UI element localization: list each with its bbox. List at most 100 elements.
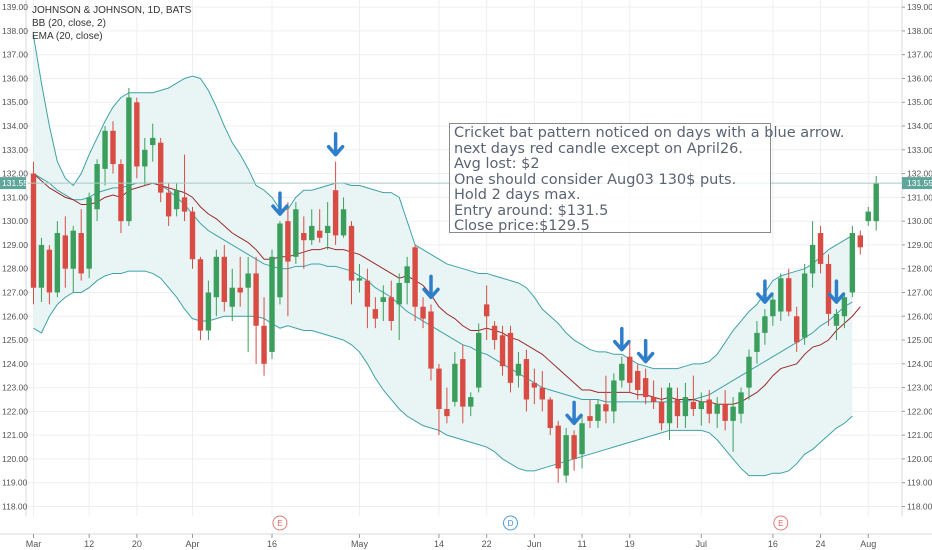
arrow-head xyxy=(271,204,289,216)
x-tick-label: Jun xyxy=(527,539,542,549)
candle xyxy=(253,256,259,364)
note-line: next days red candle except on April26. xyxy=(454,140,744,157)
y-tick-label: 118.00 xyxy=(907,501,932,511)
candle-body xyxy=(722,404,728,421)
y-tick-label: 120.00 xyxy=(907,454,932,464)
candle xyxy=(555,420,561,483)
x-tick-label: May xyxy=(351,539,369,549)
x-tick-label: 14 xyxy=(434,539,444,549)
candle xyxy=(78,209,84,281)
candle xyxy=(865,206,871,226)
candle-body xyxy=(428,311,434,369)
candle-body xyxy=(340,209,347,236)
y-tick-label: 121.00 xyxy=(2,430,28,440)
candle xyxy=(181,154,188,222)
symbol-title[interactable]: JOHNSON & JOHNSON, 1D, BATS xyxy=(32,5,192,16)
y-tick-label: 137.00 xyxy=(907,50,932,60)
price-tag xyxy=(0,177,26,190)
candle xyxy=(849,225,856,298)
candle xyxy=(841,292,848,329)
candle-body xyxy=(444,408,450,417)
candle xyxy=(317,209,323,243)
x-tick-label: 22 xyxy=(482,539,492,549)
candle xyxy=(809,221,816,288)
y-tick-label: 134.00 xyxy=(2,121,28,131)
candle-body xyxy=(277,223,283,298)
candle-body xyxy=(627,356,633,383)
candle xyxy=(213,249,220,317)
candle xyxy=(158,137,164,203)
candle-body xyxy=(595,404,601,421)
candle xyxy=(801,263,808,345)
note-line: One should consider Aug03 130$ puts. xyxy=(454,171,737,188)
text-note[interactable]: Cricket bat pattern noticed on days with… xyxy=(449,123,845,234)
candle-body xyxy=(547,399,553,429)
candle-body xyxy=(794,316,800,343)
candle xyxy=(126,87,132,226)
arrow-head xyxy=(636,351,655,364)
right-price-axis[interactable]: 118.00 119.00 120.00 121.00 122.00 123.00 124.… xyxy=(901,0,932,516)
candle xyxy=(674,387,681,429)
event-marker: E xyxy=(272,515,288,531)
candle-body xyxy=(603,404,609,412)
candle xyxy=(54,221,61,298)
candle-body xyxy=(348,225,355,281)
x-tick-label: 11 xyxy=(577,539,586,549)
y-tick-label: 136.00 xyxy=(2,73,28,83)
x-tick-label: 20 xyxy=(132,539,142,549)
candle-body xyxy=(46,249,53,293)
candle xyxy=(825,254,832,326)
candle xyxy=(587,399,593,429)
x-tick-label: Apr xyxy=(185,539,199,549)
candle-body xyxy=(507,332,514,383)
candle xyxy=(404,256,410,305)
candle xyxy=(309,209,315,245)
candle xyxy=(539,370,545,412)
candle-body xyxy=(658,401,665,424)
ema-legend[interactable]: EMA (20, close) xyxy=(32,31,103,42)
arrow-down-icon xyxy=(565,400,583,426)
candle xyxy=(62,216,68,288)
left-price-axis[interactable]: 118.00 119.00 120.00 121.00 122.00 123.00 124.… xyxy=(0,0,28,516)
event-circle xyxy=(773,515,789,531)
arrow-down-icon xyxy=(636,338,655,364)
candle xyxy=(269,249,275,360)
candle xyxy=(142,137,148,186)
note-line: Avg lost: $2 xyxy=(454,156,540,172)
candle-body xyxy=(746,356,752,388)
candle-body xyxy=(650,397,657,402)
candle-body xyxy=(86,197,92,269)
candle-body xyxy=(269,256,275,352)
candle xyxy=(483,285,490,341)
candle xyxy=(324,202,331,250)
candle xyxy=(635,363,641,400)
candle-body xyxy=(865,211,871,222)
x-tick-label: 24 xyxy=(816,539,826,549)
candle-body xyxy=(690,401,697,409)
candle-body xyxy=(539,387,545,400)
bb-legend[interactable]: BB (20, close, 2) xyxy=(32,18,106,29)
time-axis[interactable]: Mar 12 20 Apr 16 May 14 22 Jun 11 19 Jul 16 24 Aug xyxy=(0,516,932,550)
event-label: E xyxy=(277,519,282,528)
candle xyxy=(444,387,450,424)
candle xyxy=(372,297,379,329)
candle xyxy=(110,121,116,174)
candle-body xyxy=(142,149,148,167)
candle xyxy=(301,216,307,269)
arrow-head xyxy=(827,292,846,304)
candle xyxy=(150,123,156,162)
candle-body xyxy=(515,363,522,376)
y-tick-label: 132.00 xyxy=(2,169,28,179)
candle-body xyxy=(762,316,768,333)
candle xyxy=(86,192,92,279)
candles xyxy=(30,87,879,483)
y-tick-label: 126.00 xyxy=(907,311,932,321)
arrow-head xyxy=(756,292,774,304)
y-tick-label: 137.00 xyxy=(2,50,28,60)
y-tick-label: 124.00 xyxy=(2,359,28,369)
candle xyxy=(611,373,617,424)
candle xyxy=(650,380,657,409)
candle-body xyxy=(786,278,792,312)
y-tick-label: 118.00 xyxy=(2,501,28,511)
